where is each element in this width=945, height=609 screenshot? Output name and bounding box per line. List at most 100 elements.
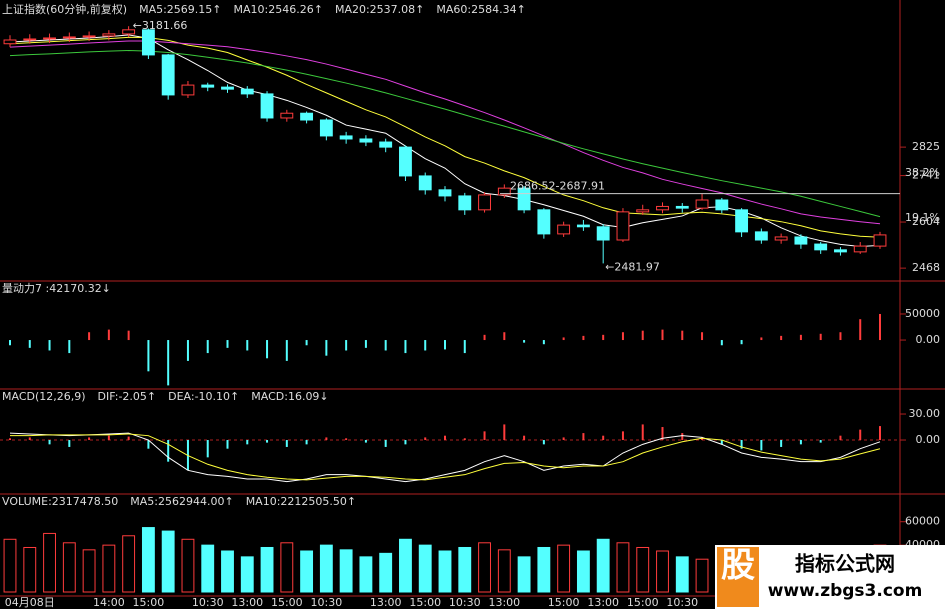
volume-bar — [656, 550, 669, 593]
panel-title: MACD(12,26,9) — [2, 390, 86, 403]
x-tick-label: 04月08日 — [5, 596, 55, 609]
macd-bar — [740, 440, 743, 449]
volume-bar — [141, 527, 155, 593]
volume-bar — [418, 544, 432, 593]
candle-body — [161, 54, 175, 96]
bar — [345, 340, 348, 351]
macd-bar — [839, 435, 842, 441]
volume-bar — [359, 556, 373, 593]
macd-bar — [206, 440, 209, 458]
volume-bar — [596, 538, 610, 593]
candle-body — [873, 234, 887, 247]
macd-bar — [147, 440, 150, 449]
ma-line — [9, 36, 881, 238]
candle-body — [478, 194, 491, 211]
candle-body — [715, 199, 729, 211]
candle-body — [834, 249, 847, 253]
macd-bar — [879, 426, 881, 441]
bar — [167, 340, 170, 386]
macd-bar — [384, 440, 387, 447]
macd-bar — [68, 440, 71, 447]
bar — [720, 340, 723, 346]
y-tick-label: 30.00 — [909, 407, 941, 420]
macd-bar — [661, 427, 664, 441]
candle-body — [853, 245, 867, 253]
macd-bar — [621, 431, 624, 441]
candle-body — [379, 141, 393, 148]
volume-bar — [3, 538, 17, 593]
y-tick-label: 2741 — [912, 169, 940, 182]
bar — [859, 319, 862, 341]
bar — [681, 330, 684, 341]
macd-bar — [799, 440, 802, 445]
macd-bar — [226, 440, 229, 449]
volume-bar — [300, 550, 314, 593]
volume-bar — [537, 546, 551, 593]
candle-body — [102, 33, 116, 37]
macd-bar — [345, 438, 348, 441]
candle-body — [636, 209, 650, 213]
bar — [483, 334, 486, 341]
macd-line — [10, 433, 881, 481]
candle-body — [280, 112, 294, 119]
y-tick-label: 2604 — [912, 215, 940, 228]
legend-entry: MA60:2584.34↑ — [436, 3, 525, 16]
candle-body — [260, 93, 274, 119]
macd-bar — [444, 435, 446, 441]
ma-line — [9, 34, 881, 247]
candle-body — [319, 119, 333, 137]
bar — [740, 340, 743, 345]
candle-body — [754, 231, 768, 241]
y-tick-label: 0.00 — [916, 433, 941, 446]
bar — [226, 340, 229, 348]
volume-bar — [62, 542, 76, 593]
trough-label: ←2481.97 — [605, 260, 660, 273]
x-tick-label: 10:30 — [311, 596, 343, 609]
candle-body — [399, 146, 412, 177]
volume-bar — [379, 552, 393, 593]
candle-body — [141, 29, 155, 56]
macd-bar — [463, 438, 466, 441]
panel-title: 上证指数(60分钟,前复权) — [2, 2, 127, 16]
volume-bar — [240, 556, 254, 593]
bar — [799, 334, 802, 341]
macd-bar — [48, 440, 51, 445]
candle-body — [23, 38, 37, 41]
volume-bar — [319, 544, 333, 593]
watermark-site: 指标公式网 — [795, 552, 895, 576]
macd-bar — [9, 438, 11, 441]
volume-bar — [181, 538, 195, 593]
volume-bar — [675, 556, 689, 593]
bar — [88, 332, 91, 341]
candle-body — [339, 135, 353, 140]
volume-bar — [478, 542, 491, 593]
candle-body — [596, 226, 610, 241]
candle-body — [82, 35, 96, 38]
bar — [839, 332, 842, 341]
volume-bar — [280, 542, 294, 593]
volume-bar — [221, 550, 234, 593]
bar — [701, 332, 704, 341]
candle-body — [458, 195, 472, 211]
volume-bar — [458, 546, 472, 593]
bar — [127, 330, 130, 341]
macd-bar — [681, 433, 684, 441]
bar — [444, 340, 446, 350]
bar — [305, 340, 308, 346]
macd-bar — [424, 437, 427, 441]
watermark-mark: 股 — [721, 546, 755, 586]
bar — [641, 330, 644, 341]
bar — [562, 337, 565, 341]
bar — [246, 340, 249, 351]
candle-body — [675, 205, 689, 209]
macd-bar — [523, 435, 526, 441]
macd-bar — [88, 437, 91, 441]
bar — [364, 340, 367, 348]
volume-bar — [695, 558, 709, 593]
candle-body — [774, 236, 788, 241]
candle-body — [240, 88, 254, 95]
legend-entry: MA5:2569.15↑ — [139, 3, 221, 16]
bar — [266, 340, 269, 359]
